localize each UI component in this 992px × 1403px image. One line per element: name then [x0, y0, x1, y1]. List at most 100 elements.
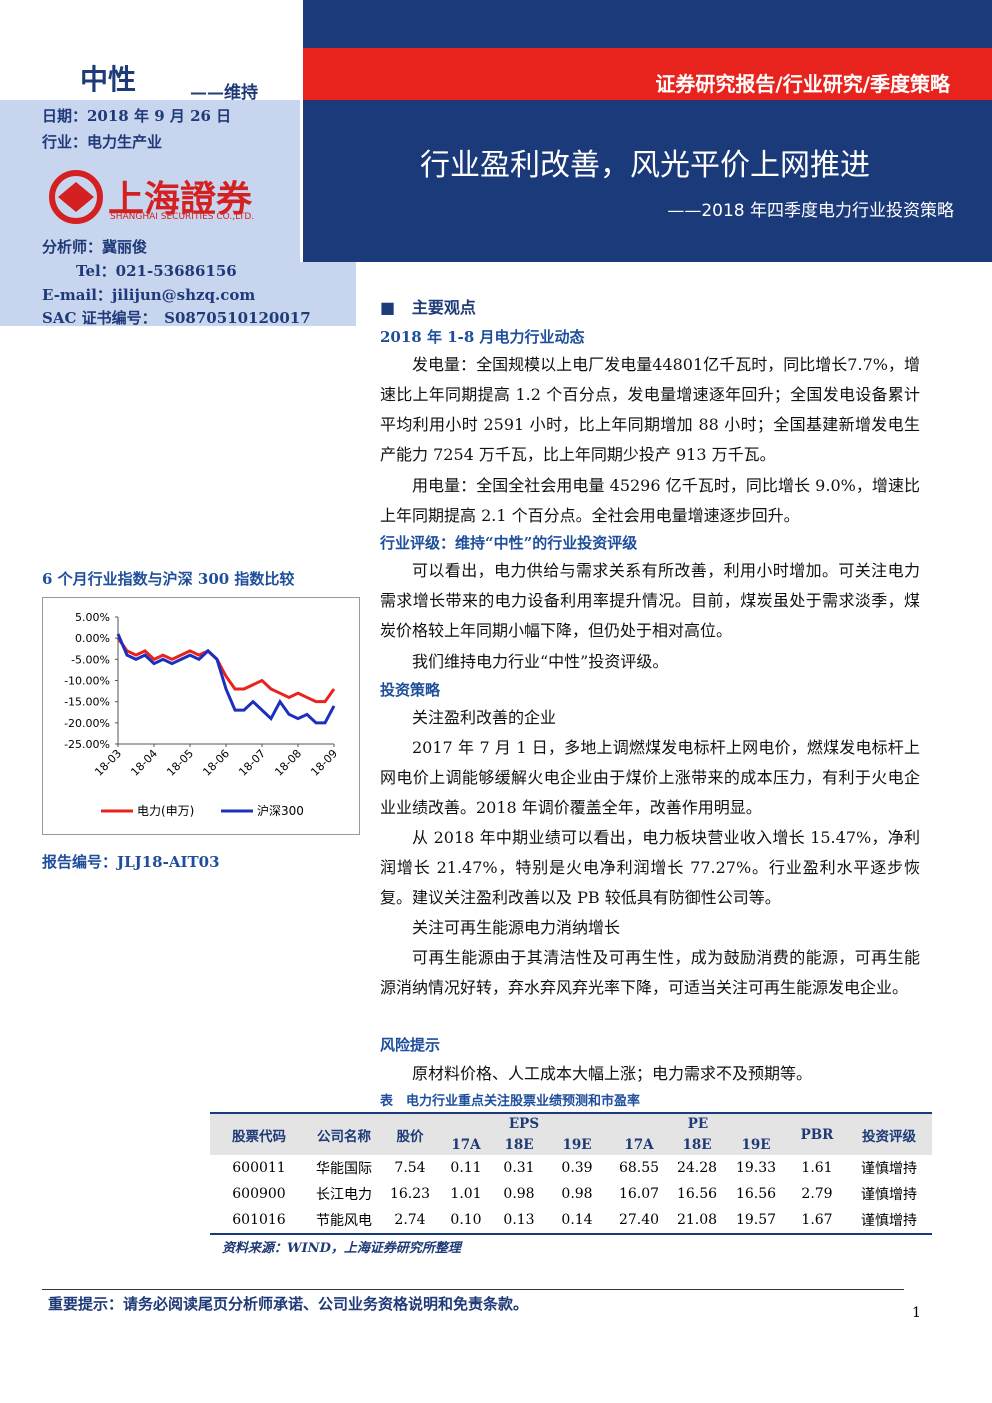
table-row: 600011 华能国际 7.54 0.11 0.31 0.39 68.55 24.28 19.3… [210, 1155, 932, 1181]
table-cell: 0.31 [503, 1160, 535, 1176]
main-heading: 主要观点 [411, 298, 476, 317]
x-tick-label: 18-09 [308, 747, 340, 779]
subheading: 风险提示 [380, 1036, 441, 1054]
x-tick-label: 18-03 [92, 747, 124, 779]
series-line [116, 633, 336, 725]
plain-line: 关注盈利改善的企业 [412, 708, 557, 727]
paragraph: 原材料价格、人工成本大幅上涨；电力需求不及预期等。 [412, 1064, 813, 1083]
y-tick-label: 0.00% [75, 632, 110, 645]
table-cell: 16.07 [618, 1186, 660, 1202]
plain-line: 关注可再生能源电力消纳增长 [412, 918, 621, 937]
subheading: 2018 年 1-8 月电力行业动态 [380, 328, 585, 346]
table-cell: 0.39 [561, 1160, 593, 1176]
paragraph: 我们维持电力行业“中性”投资评级。 [412, 652, 669, 671]
x-tick-label: 18-04 [128, 747, 160, 779]
table-cell: 0.10 [450, 1212, 482, 1228]
y-tick-label: -20.00% [64, 717, 110, 730]
y-tick-label: -5.00% [71, 653, 110, 666]
table-row: 600900 长江电力 16.23 1.01 0.98 0.98 16.07 16.56 16.… [210, 1181, 932, 1207]
rating-note: ——维持 [190, 83, 258, 103]
table-cell: 21.08 [676, 1212, 718, 1228]
series-line [116, 637, 336, 704]
y-tick-label: -10.00% [64, 675, 110, 688]
paragraph: 可以看出，电力供给与需求关系有所改善，利用小时增加。可关注电力需求增长带来的电力… [380, 561, 920, 640]
subheading: 行业评级：维持“中性”的行业投资评级 [380, 534, 638, 552]
table-cell: 16.56 [735, 1186, 777, 1202]
table-cell: 0.98 [561, 1186, 593, 1202]
paragraph: 从 2018 年中期业绩可以看出，电力板块营业收入增长 15.47%，净利润增长… [380, 828, 920, 907]
table-row: 601016 节能风电 2.74 0.10 0.13 0.14 27.40 21.08 19.5… [210, 1207, 932, 1234]
info-panel [0, 100, 300, 262]
table-cell: 谨慎增持 [861, 1213, 917, 1229]
subheading: 投资策略 [380, 681, 441, 699]
table-cell: 24.28 [676, 1160, 718, 1176]
chart: 5.00% 0.00% -5.00% -10.00% -15.00% -20.00% -25… [42, 597, 360, 835]
table-cell: 0.13 [503, 1212, 535, 1228]
table-cell: 19.33 [735, 1160, 777, 1176]
table-header: EPS [508, 1116, 540, 1132]
table-source: 资料来源：WIND，上海证券研究所整理 [222, 1241, 461, 1256]
table-cell: 600011 [232, 1160, 286, 1176]
table-cell: 68.55 [618, 1160, 660, 1176]
x-tick-label: 18-07 [236, 747, 268, 779]
table-cell: 谨慎增持 [861, 1187, 917, 1203]
table-cell: 华能国际 [316, 1161, 372, 1177]
header-red-band [303, 48, 992, 100]
table-header: 19E [741, 1136, 771, 1153]
table-header: 公司名称 [317, 1128, 371, 1145]
title: 行业盈利改善，风光平价上网推进 [420, 148, 870, 183]
rating: 中性 [80, 63, 137, 96]
table-cell: 节能风电 [316, 1213, 372, 1229]
table-header: 19E [562, 1136, 592, 1153]
table-cell: 601016 [232, 1212, 286, 1228]
table-cell: 2.74 [394, 1212, 426, 1228]
analyst-name: 分析师：冀丽俊 [42, 238, 148, 256]
x-tick-label: 18-06 [200, 747, 232, 779]
table-caption: 表 电力行业重点关注股票业绩预测和市盈率 [380, 1094, 641, 1109]
table-header: 投资评级 [862, 1128, 916, 1145]
analyst-panel [0, 262, 356, 326]
paragraph: 发电量：全国规模以上电厂发电量44801亿千瓦时，同比增长7.7%，增速比上年同… [380, 355, 920, 464]
title-band [303, 100, 992, 262]
y-tick-label: 5.00% [75, 611, 110, 624]
table-cell: 0.14 [561, 1212, 593, 1228]
date: 日期：2018 年 9 月 26 日 [42, 107, 232, 125]
table-header: 股价 [396, 1128, 424, 1145]
logo-name: 上海證券 [108, 178, 253, 220]
table-header: PBR [800, 1126, 834, 1143]
paragraph: 2017 年 7 月 1 日，多地上调燃煤发电标杆上网电价，燃煤发电标杆上网电价… [380, 738, 920, 817]
page-number: 1 [912, 1305, 921, 1321]
footer-notice: 重要提示：请务必阅读尾页分析师承诺、公司业务资格说明和免责条款。 [48, 1295, 529, 1313]
table-cell: 19.57 [735, 1212, 777, 1228]
table-header: 股票代码 [232, 1128, 286, 1145]
footer-rule [42, 1289, 904, 1290]
table-cell: 长江电力 [316, 1187, 372, 1203]
table-cell: 27.40 [618, 1212, 660, 1228]
table-cell: 0.11 [450, 1160, 482, 1176]
report-type: 证券研究报告/行业研究/季度策略 [655, 72, 950, 96]
table-cell: 2.79 [801, 1186, 833, 1202]
table-cell: 谨慎增持 [861, 1161, 917, 1177]
report-number: 报告编号：JLJ18-AIT03 [42, 853, 220, 871]
y-tick-label: -25.00% [64, 738, 110, 751]
header-band [303, 0, 992, 48]
table-header: 17A [451, 1136, 481, 1153]
analyst-tel: Tel：021-53686156 [76, 262, 237, 280]
table-cell: 1.67 [801, 1212, 833, 1228]
analyst-email: E-mail：jilijun@shzq.com [42, 286, 256, 304]
table-header: 18E [682, 1136, 712, 1153]
table-cell: 7.54 [394, 1160, 426, 1176]
table-cell: 1.01 [450, 1186, 482, 1202]
table-header: 18E [504, 1136, 534, 1153]
main-heading-box: ■ 主要观点 [380, 298, 476, 317]
x-tick-label: 18-08 [272, 747, 304, 779]
paragraph: 可再生能源由于其清洁性及可再生性，成为鼓励消费的能源，可再生能源消纳情况好转，弃… [380, 948, 920, 997]
subtitle: ——2018 年四季度电力行业投资策略 [667, 201, 954, 221]
table-cell: 600900 [232, 1186, 286, 1202]
logo-en: SHANGHAI SECURITIES CO.,LTD. [110, 212, 255, 222]
table: 股票代码 公司名称 股价 EPS PE PBR 投资评级 17A 18E 19E 17A 18E 19… [210, 1112, 932, 1235]
chart-title: 6 个月行业指数与沪深 300 指数比较 [42, 570, 295, 588]
paragraph: 用电量：全国全社会用电量 45296 亿千瓦时，同比增长 9.0%，增速比上年同… [380, 476, 920, 525]
table-cell: 0.98 [503, 1186, 535, 1202]
